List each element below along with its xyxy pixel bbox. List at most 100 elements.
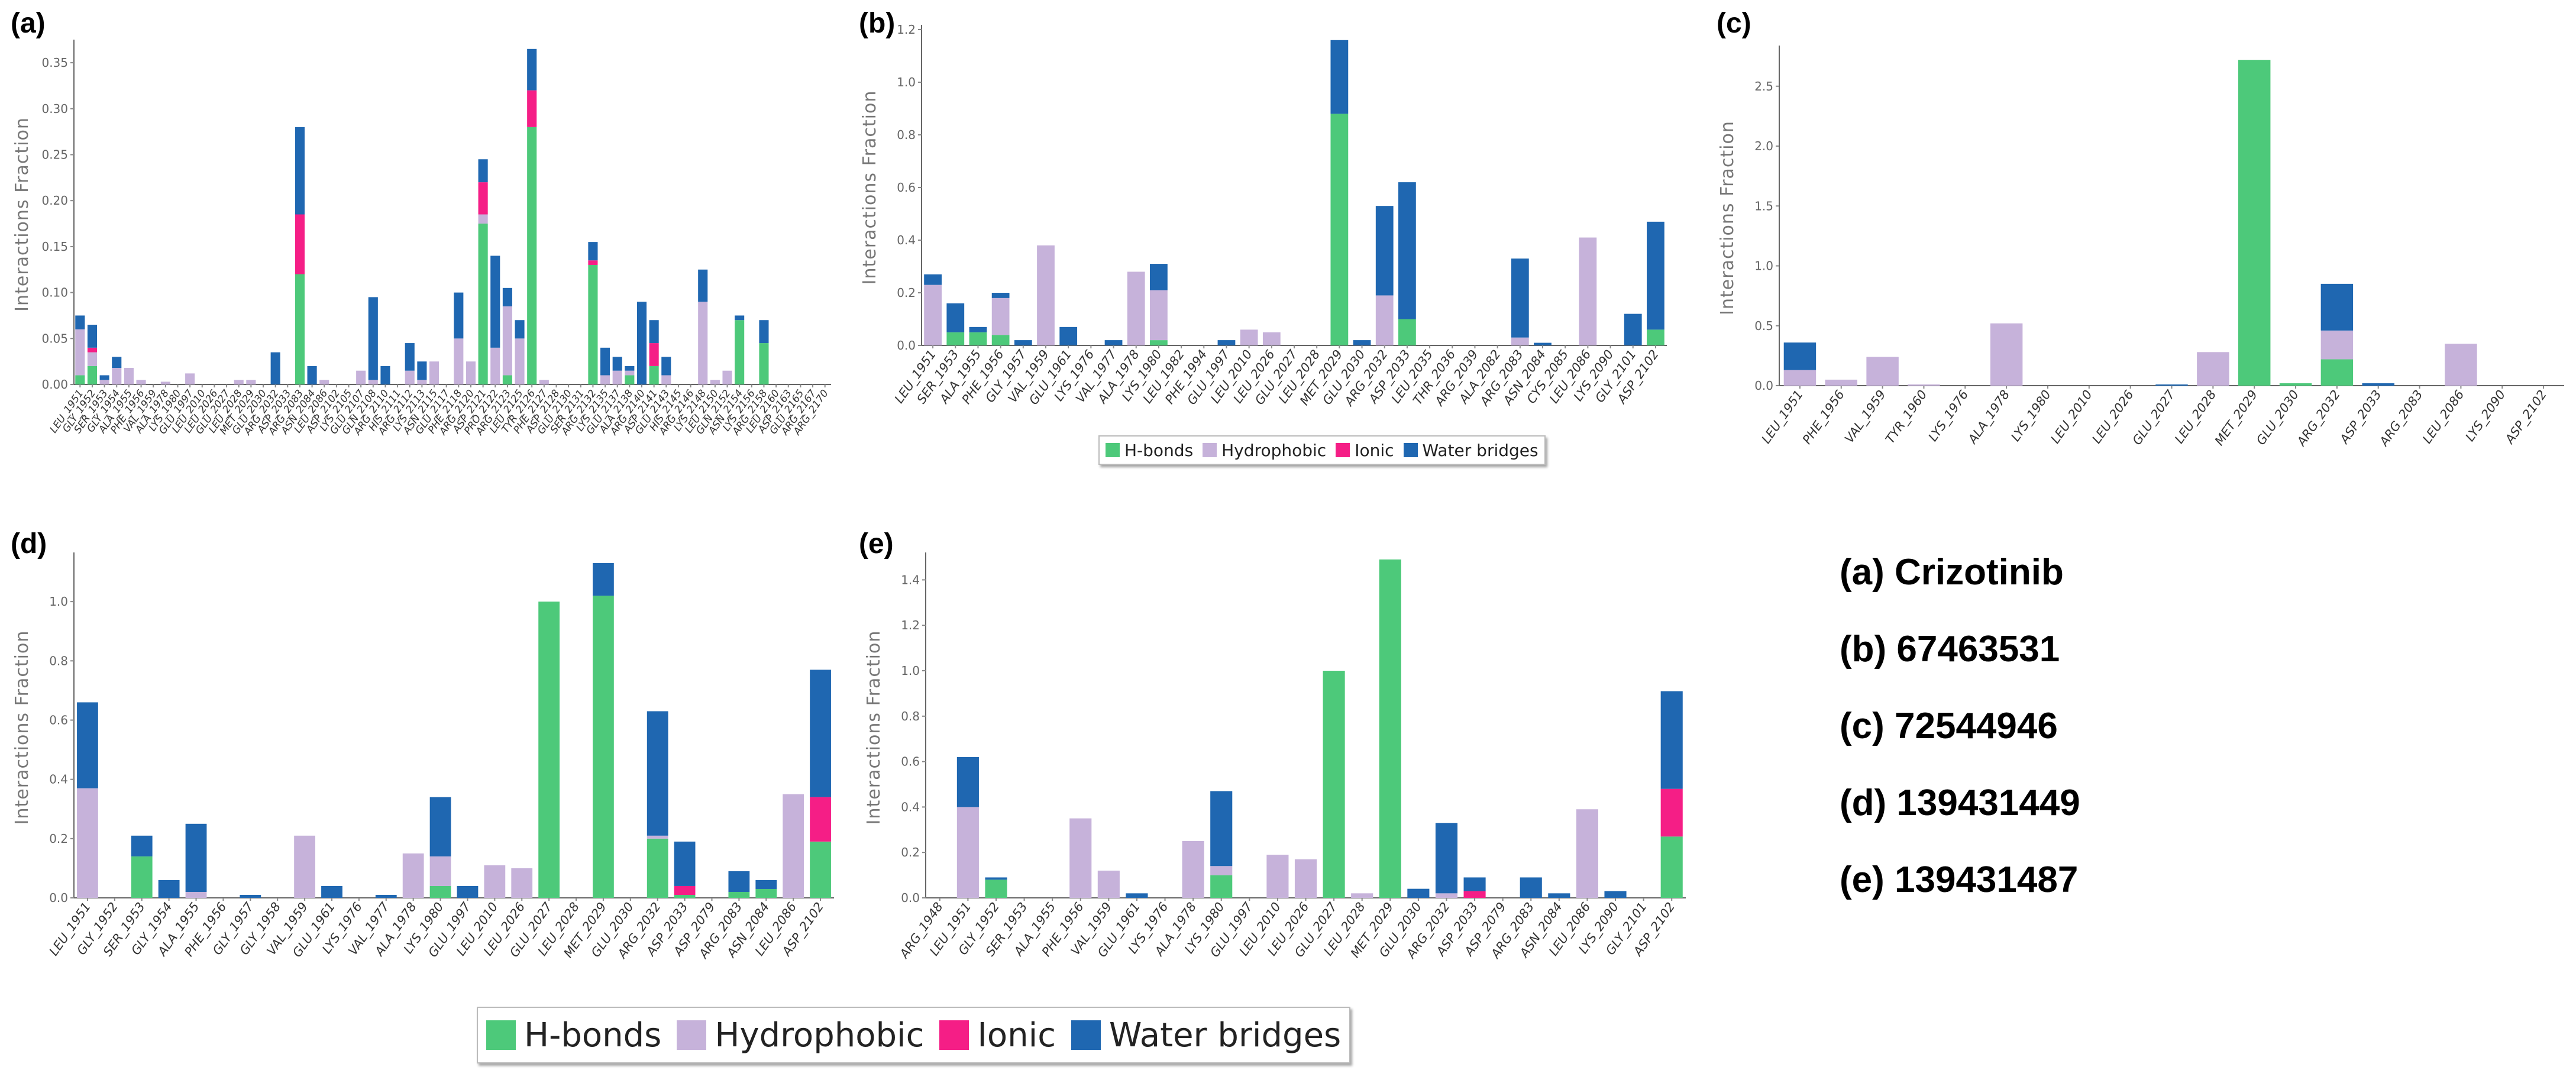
bar-segment-hydrophobic-ala_1978 bbox=[160, 382, 170, 384]
bar-segment-water-glu_1961 bbox=[1126, 893, 1148, 898]
bar-segment-water-gly_1952 bbox=[985, 877, 1007, 880]
y-tick-label: 0.8 bbox=[49, 654, 68, 668]
bar-segment-water-asp_2102 bbox=[1660, 691, 1683, 789]
y-tick-label: 0.05 bbox=[41, 331, 68, 345]
bar-segment-hydrophobic-arg_2123 bbox=[502, 306, 512, 376]
bar-segment-ionic-gly_1952 bbox=[87, 347, 98, 353]
x-tick-label: TYR_1960 bbox=[1883, 387, 1930, 447]
bar-segment-water-lys_2090 bbox=[1604, 891, 1627, 898]
bar-segment-water-asp_2141 bbox=[649, 320, 659, 344]
y-tick-label: 0.0 bbox=[901, 891, 920, 905]
bar-segment-hbonds-asp_2102 bbox=[1660, 836, 1683, 898]
legend-big-swatch-ionic bbox=[939, 1020, 969, 1050]
bar-segment-hydrophobic-met_2029 bbox=[246, 380, 256, 384]
y-tick-label: 0.2 bbox=[901, 845, 920, 859]
bar-segment-hydrophobic-lys_1980 bbox=[1210, 866, 1233, 875]
legend-label-water: Water bridges bbox=[1422, 440, 1539, 460]
panel-label: (b) bbox=[859, 8, 895, 39]
bar-segment-hydrophobic-leu_2086 bbox=[783, 794, 804, 898]
bar-segment-water-arg_2123 bbox=[502, 287, 512, 306]
x-tick-label: VAL_1959 bbox=[1842, 387, 1889, 446]
bar-segment-water-arg_2032 bbox=[647, 711, 668, 836]
bar-segment-hbonds-glu_2027 bbox=[538, 602, 560, 898]
x-tick-label: PHE_1956 bbox=[1800, 387, 1848, 447]
y-tick-label: 0.6 bbox=[901, 755, 920, 769]
bar-segment-hydrophobic-arg_2032 bbox=[647, 835, 668, 839]
compound-label-c: (c) 72544946 bbox=[1840, 706, 2058, 746]
y-tick-label: 0.35 bbox=[41, 56, 68, 70]
bar-segment-hbonds-met_2029 bbox=[1330, 114, 1349, 345]
bar-segment-hydrophobic-ala_1978 bbox=[1127, 271, 1145, 345]
y-tick-label: 2.5 bbox=[1754, 79, 1773, 93]
legend-swatch-hydrophobic bbox=[1203, 443, 1217, 457]
bar-segment-hydrophobic-leu_2026 bbox=[1262, 332, 1281, 345]
y-tick-label: 1.2 bbox=[901, 618, 920, 632]
bar-segment-hbonds-ala_2138 bbox=[625, 375, 635, 384]
x-tick-label: ASP_2033 bbox=[2336, 387, 2384, 447]
bar-segment-hbonds-asp_2141 bbox=[649, 366, 659, 384]
legend-item-water: Water bridges bbox=[1403, 440, 1539, 460]
bar-segment-hydrophobic-ala_1978 bbox=[402, 853, 424, 898]
bar-segment-hbonds-met_2029 bbox=[1379, 559, 1401, 898]
bar-segment-hydrophobic-phe_1956 bbox=[991, 298, 1010, 335]
bar-segment-hydrophobic-leu_2010 bbox=[484, 865, 506, 898]
x-tick-label: LYS_1980 bbox=[2008, 387, 2054, 444]
bar-segment-water-asn_2084 bbox=[1534, 342, 1552, 345]
y-axis-label: Interactions Fraction bbox=[859, 90, 880, 285]
legend-item-ionic: Ionic bbox=[1336, 441, 1394, 460]
bar-segment-water-met_2029 bbox=[593, 563, 614, 596]
bar-segment-hbonds-arg_2158 bbox=[759, 343, 769, 384]
bar-segment-hydrophobic-ser_1953 bbox=[99, 380, 109, 384]
compound-label-a: (a) Crizotinib bbox=[1840, 552, 2064, 593]
bar-segment-hydrophobic-leu_2086 bbox=[319, 380, 329, 384]
bar-segment-water-arg_2083 bbox=[1520, 877, 1542, 898]
bar-segment-hbonds-arg_2083 bbox=[295, 274, 305, 384]
bar-segment-water-arg_2083 bbox=[728, 871, 750, 892]
x-tick-label: LEU_2086 bbox=[2420, 387, 2467, 447]
bar-segment-hydrophobic-leu_2028 bbox=[1351, 893, 1373, 898]
bar-segment-water-arg_2132 bbox=[588, 242, 598, 261]
legend-label-hydrophobic: Hydrophobic bbox=[1221, 440, 1327, 460]
y-tick-label: 0.0 bbox=[897, 338, 916, 353]
y-tick-label: 1.2 bbox=[897, 22, 916, 37]
y-tick-label: 0.4 bbox=[897, 233, 916, 247]
bar-segment-water-ser_1953 bbox=[946, 303, 965, 332]
legend-big: H-bonds Hydrophobic Ionic Water bridges bbox=[477, 1007, 1351, 1063]
legend-big-item-water: Water bridges bbox=[1071, 1016, 1341, 1055]
bar-segment-hydrophobic-ala_1978 bbox=[1182, 841, 1204, 898]
bar-segment-hydrophobic-glu_2143 bbox=[661, 375, 671, 384]
bar-segment-hbonds-gly_1952 bbox=[87, 366, 98, 384]
chart-b-67463531: (b) Interactions Fraction 0.0 0.2 0.4 0.6 0.8 1… bbox=[859, 8, 1667, 410]
bar-segment-water-glu_1961 bbox=[1059, 326, 1078, 345]
bar-segment-ionic-tyr_2126 bbox=[527, 90, 537, 127]
x-tick-label: ARG_2032 bbox=[2294, 387, 2344, 450]
legend-swatch-water bbox=[1403, 443, 1418, 457]
bar-segment-water-leu_1951 bbox=[77, 702, 98, 788]
bar-segment-hydrophobic-lys_2113 bbox=[417, 380, 427, 384]
x-tick-label: LEU_1951 bbox=[1759, 387, 1806, 447]
bar-segment-water-asp_2033 bbox=[1463, 877, 1486, 891]
bar-segment-hydrophobic-leu_1951 bbox=[924, 285, 942, 345]
bar-segment-hydrophobic-val_1959 bbox=[294, 835, 315, 898]
panel-label: (e) bbox=[859, 528, 894, 560]
y-tick-label: 0.20 bbox=[41, 193, 68, 208]
bar-segment-water-gly_1952 bbox=[87, 324, 98, 348]
bar-segment-hbonds-arg_2032 bbox=[647, 838, 668, 898]
bar-segment-hydrophobic-arg_2032 bbox=[2320, 330, 2354, 360]
bar-segment-water-val_1977 bbox=[375, 894, 397, 898]
bar-segment-hbonds-lys_1980 bbox=[1150, 340, 1168, 345]
bar-segment-water-asp_2102 bbox=[810, 670, 831, 797]
bar-segment-water-leu_2125 bbox=[515, 320, 525, 339]
bar-segment-ionic-arg_2083 bbox=[295, 214, 305, 274]
bar-segment-hydrophobic-leu_1951 bbox=[956, 807, 979, 898]
bar-segment-hydrophobic-leu_2026 bbox=[511, 868, 533, 898]
bar-segment-water-asp_2033 bbox=[674, 841, 696, 886]
bar-segment-hydrophobic-arg_2112 bbox=[405, 370, 415, 384]
bar-segment-hydrophobic-arg_2032 bbox=[1435, 893, 1458, 898]
bar-segment-hydrophobic-ala_1955 bbox=[124, 368, 134, 384]
legend-label-hbonds: H-bonds bbox=[1124, 440, 1194, 460]
bar-segment-hbonds-glu_2027 bbox=[1323, 671, 1345, 898]
bar-segment-hydrophobic-leu_1951 bbox=[77, 788, 98, 898]
chart-d-139431449: (d) Interactions Fraction 0.0 0.2 0.4 0.6 0.8 1… bbox=[11, 528, 834, 962]
bar-segment-hydrophobic-gln_2152 bbox=[722, 370, 732, 384]
